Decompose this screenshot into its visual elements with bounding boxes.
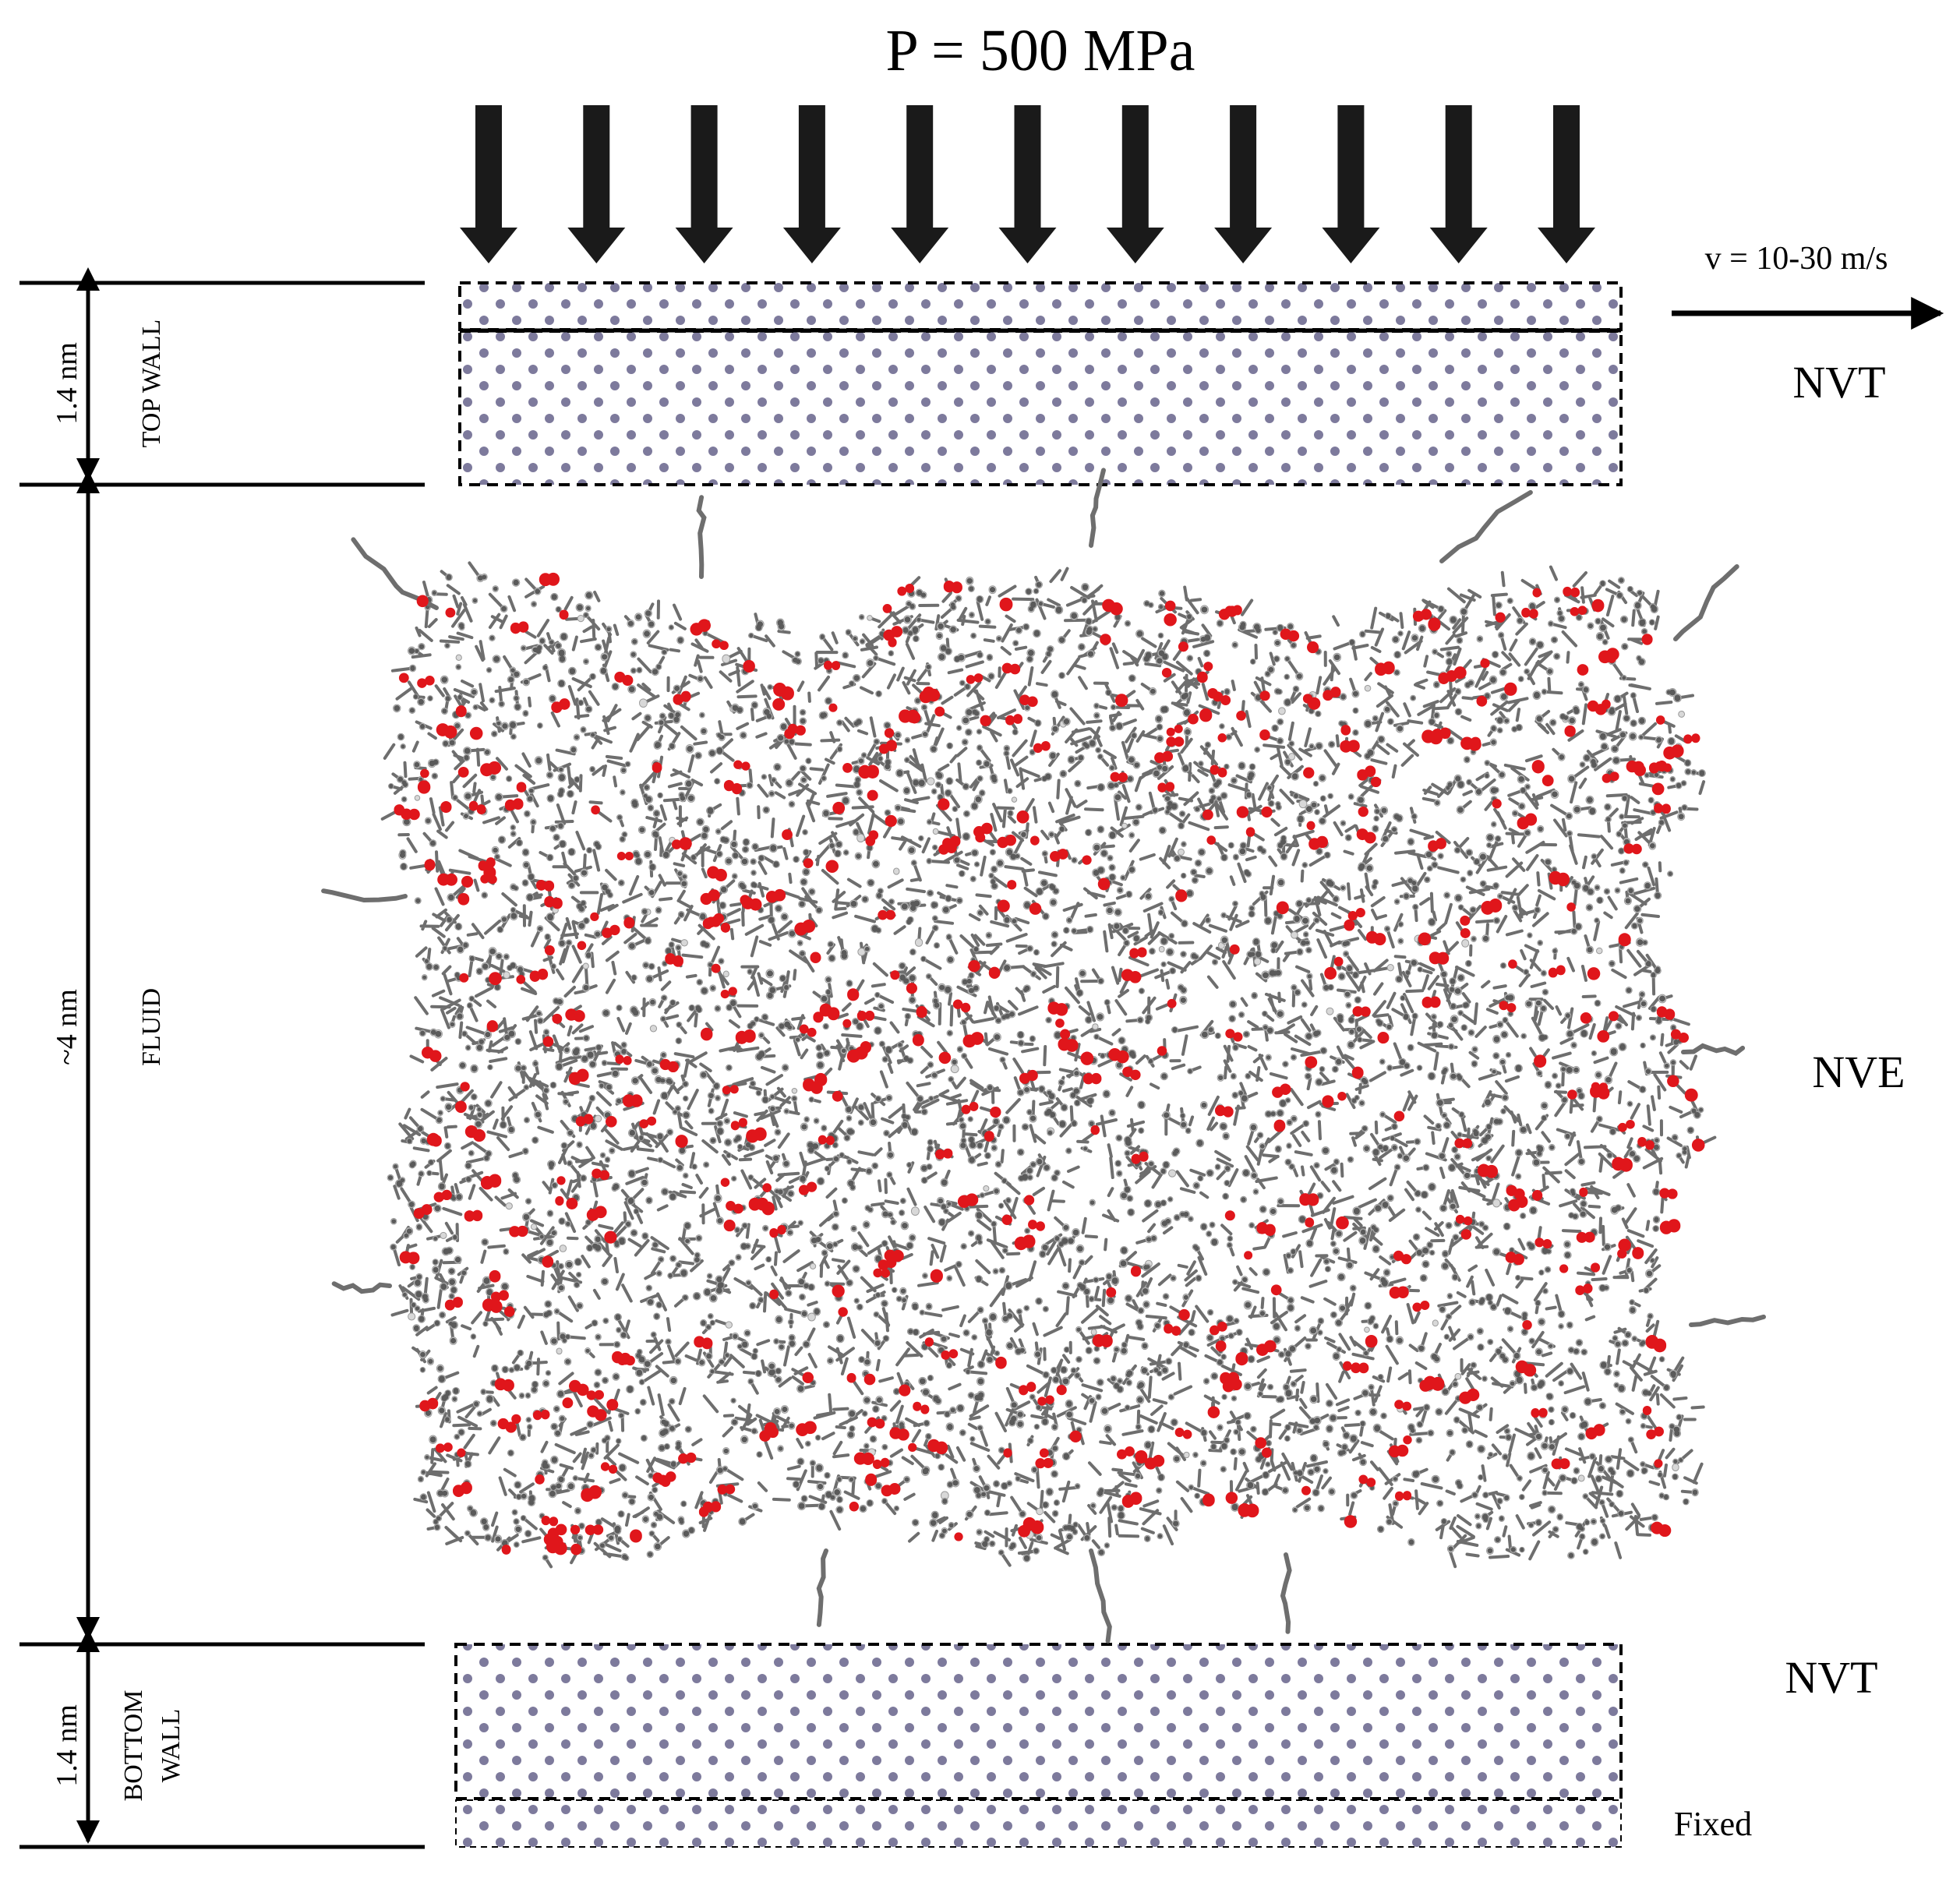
top-wall-main-layer bbox=[458, 330, 1623, 486]
bottom-wall-name-line2: WALL bbox=[157, 1709, 185, 1782]
bottom-wall-main-layer bbox=[454, 1643, 1623, 1800]
hydrogen-atoms bbox=[387, 573, 1706, 1562]
down-arrow-icon bbox=[1538, 105, 1595, 263]
pressure-arrows bbox=[460, 105, 1595, 263]
bottom-wall-ensemble-label: NVT bbox=[1785, 1652, 1877, 1703]
top-wall-thin-layer bbox=[458, 281, 1623, 331]
protruding-chains bbox=[321, 468, 1766, 1644]
bottom-wall-name-line1: BOTTOM bbox=[119, 1690, 148, 1802]
fluid-ensemble-label: NVE bbox=[1812, 1047, 1905, 1097]
down-arrow-icon bbox=[998, 105, 1057, 263]
bottom-wall-thickness-label: 1.4 nm bbox=[51, 1704, 83, 1787]
pressure-label: P = 500 MPa bbox=[886, 18, 1195, 83]
carbon-bonds bbox=[380, 561, 1717, 1569]
down-arrow-icon bbox=[567, 105, 626, 263]
down-arrow-icon bbox=[891, 105, 949, 263]
down-arrow-icon bbox=[1106, 105, 1164, 263]
velocity-label: v = 10-30 m/s bbox=[1705, 241, 1888, 277]
fluid-name-label: FLUID bbox=[137, 988, 166, 1066]
bottom-wall bbox=[454, 1643, 1623, 1848]
bottom-wall-fixed-layer bbox=[455, 1799, 1622, 1848]
down-arrow-icon bbox=[675, 105, 733, 263]
fluid-molecules bbox=[321, 468, 1766, 1644]
top-wall-ensemble-label: NVT bbox=[1792, 357, 1885, 408]
down-arrow-icon bbox=[1214, 105, 1273, 263]
down-arrow-icon bbox=[1322, 105, 1380, 263]
down-arrow-icon bbox=[460, 105, 517, 263]
top-wall-name-label: TOP WALL bbox=[137, 320, 166, 448]
down-arrow-icon bbox=[1429, 105, 1488, 263]
down-arrow-icon bbox=[782, 105, 841, 263]
top-wall bbox=[458, 281, 1623, 486]
top-wall-thickness-label: 1.4 nm bbox=[51, 342, 83, 425]
fixed-layer-label: Fixed bbox=[1674, 1805, 1752, 1843]
fluid-thickness-label: ~4 nm bbox=[51, 989, 83, 1065]
